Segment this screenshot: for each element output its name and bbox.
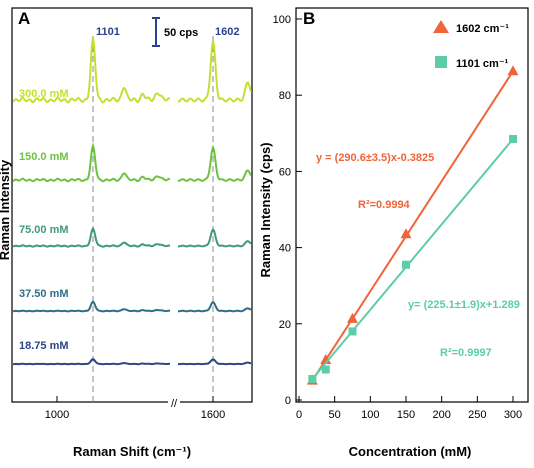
data-point-square	[402, 260, 410, 269]
data-point-triangle	[347, 312, 358, 323]
fit-line	[311, 70, 514, 382]
panel-b-series	[306, 65, 519, 385]
x-tick-label: 150	[397, 409, 415, 421]
legend-label-1602: 1602 cm⁻¹	[456, 23, 509, 35]
x-tick-label-1000: 1000	[45, 409, 69, 421]
spectrum-label: 75.00 mM	[19, 224, 69, 236]
legend-marker-1602	[433, 20, 449, 33]
x-tick-label: 300	[504, 409, 522, 421]
y-tick-label: 40	[279, 243, 291, 255]
spectrum-line-right	[177, 144, 252, 182]
panel-a-y-axis-title: Raman Intensity	[0, 159, 12, 260]
spectrum-label: 37.50 mM	[19, 288, 69, 300]
peak-label-1101: 1101	[96, 26, 120, 38]
peak-label-1602: 1602	[215, 26, 239, 38]
x-tick-label: 50	[329, 409, 341, 421]
legend-marker-1101	[435, 56, 447, 68]
y-tick-label: 20	[279, 319, 291, 331]
spectrum-line-right	[178, 358, 252, 366]
r2-1602: R²=0.9994	[358, 199, 411, 211]
spectrum-line-left	[12, 357, 171, 366]
panel-b-y-axis-title: Raman Intensity (cps)	[258, 142, 273, 277]
spectra-group: 300.0 mM 150.0 mM 75.00 mM 37.50 mM 18.75 mM	[12, 37, 252, 366]
data-point-square	[509, 135, 517, 144]
spectrum-label: 18.75 mM	[19, 340, 69, 352]
x-tick-label: 0	[296, 409, 302, 421]
data-point-square	[348, 327, 357, 336]
legend-label-1101: 1101 cm⁻¹	[456, 58, 509, 70]
spectrum-label: 300.0 mM	[19, 88, 69, 100]
panel-a: A 1101 1602 50 cps 300.0 mM 150.0 mM 75.00…	[0, 7, 253, 459]
fit-line	[311, 138, 514, 380]
panel-b-letter: B	[303, 9, 315, 28]
spectrum-line-left	[12, 226, 171, 248]
spectrum-line-right	[178, 227, 252, 248]
panel-b-frame	[295, 7, 529, 403]
panel-b-x-axis-title: Concentration (mM)	[349, 444, 472, 459]
legend: 1602 cm⁻¹ 1101 cm⁻¹	[433, 20, 509, 70]
spectrum-line-right	[177, 40, 252, 103]
panel-a-x-axis-title: Raman Shift (cm⁻¹)	[73, 444, 191, 459]
y-tick-label: 80	[279, 90, 291, 102]
spectrum-line-left	[12, 142, 171, 183]
equation-1602: y = (290.6±3.5)x-0.3825	[316, 152, 434, 164]
x-tick-label: 250	[468, 409, 486, 421]
x-tick-label-1600: 1600	[201, 409, 225, 421]
data-point-square	[321, 365, 330, 374]
data-point-triangle	[400, 228, 412, 239]
spectrum-line-left	[12, 300, 171, 313]
panel-b: B 0 50 100 150 200 250 300 0 20 40 60 80 100 1602 cm…	[258, 7, 529, 459]
y-tick-label: 60	[279, 166, 291, 178]
data-point-triangle	[320, 353, 332, 364]
spectrum-label: 150.0 mM	[19, 151, 69, 163]
y-tick-label: 0	[285, 395, 291, 407]
axis-break-marker: //	[171, 398, 178, 410]
equation-1101: y= (225.1±1.9)x+1.289	[408, 299, 520, 311]
y-tick-label: 100	[273, 14, 291, 26]
x-tick-label: 100	[361, 409, 379, 421]
scale-bar-label: 50 cps	[164, 27, 198, 39]
data-point-square	[308, 375, 317, 384]
panel-a-letter: A	[18, 9, 30, 28]
panel-b-axes: 0 50 100 150 200 250 300 0 20 40 60 80 100	[273, 14, 523, 421]
spectrum-line-left	[12, 37, 171, 104]
panel-a-frame	[11, 7, 253, 403]
spectrum-line-right	[178, 300, 252, 313]
data-point-triangle	[507, 65, 519, 76]
axis-break-gap	[168, 398, 180, 406]
x-tick-label: 200	[432, 409, 450, 421]
r2-1101: R²=0.9997	[440, 347, 492, 359]
